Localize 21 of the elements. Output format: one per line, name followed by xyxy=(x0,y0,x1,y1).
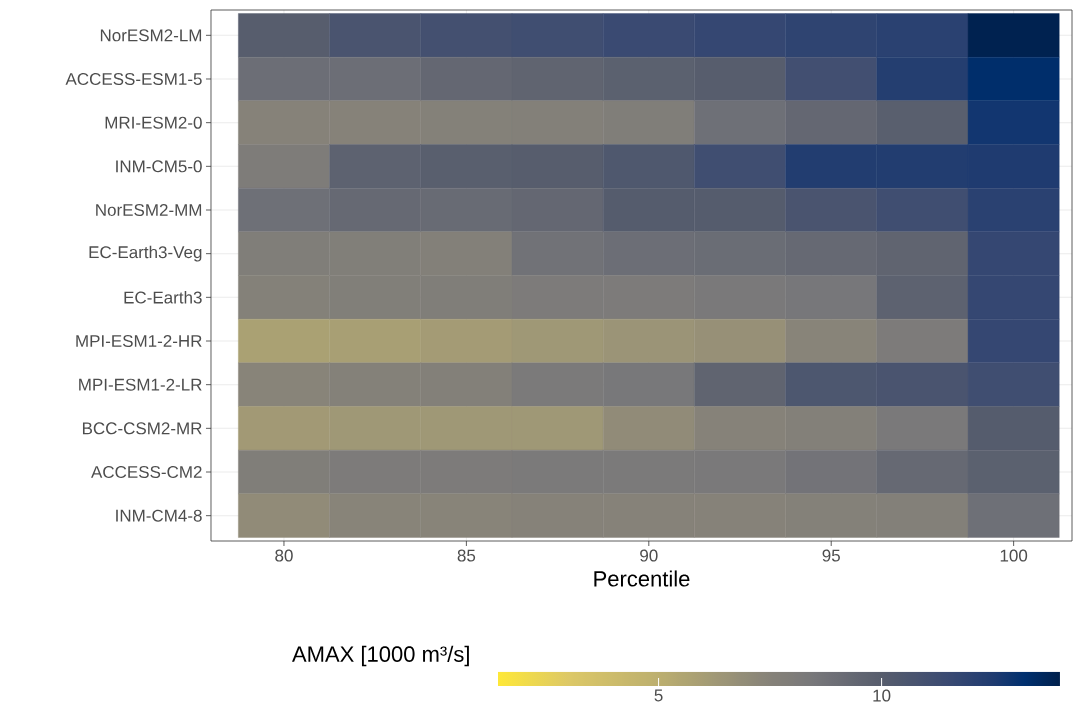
color-bar-label: 5 xyxy=(654,689,663,702)
y-tick-label: NorESM2-LM xyxy=(100,29,202,42)
x-tick-label: 90 xyxy=(640,549,658,562)
y-tick-label: INM-CM5-0 xyxy=(116,160,202,173)
x-tick-label: 85 xyxy=(457,549,476,562)
color-bar-title: AMAX [1000 m³/s] xyxy=(292,645,469,667)
y-tick-label: MPI-ESM1-2-LR xyxy=(79,378,202,391)
y-tick-label: ACCESS-ESM1-5 xyxy=(65,72,202,86)
x-tick-label: 95 xyxy=(822,549,840,562)
y-tick-label: MPI-ESM1-2-HR xyxy=(76,334,202,348)
y-tick-label: NorESM2-MM xyxy=(96,203,202,217)
y-tick-label: ACCESS-CM2 xyxy=(91,465,202,479)
x-axis-title: Percentile xyxy=(594,570,690,587)
color-bar-label: 10 xyxy=(873,689,891,702)
y-tick-label: MRI-ESM2-0 xyxy=(105,116,202,129)
y-tick-label: BCC-CSM2-MR xyxy=(82,422,202,435)
y-tick-label: INM-CM4-8 xyxy=(116,509,202,522)
x-tick-label: 100 xyxy=(1000,549,1028,562)
y-tick-label: EC-Earth3 xyxy=(124,291,202,304)
x-tick-label: 80 xyxy=(275,549,293,562)
y-tick-label: EC-Earth3-Veg xyxy=(89,245,202,262)
